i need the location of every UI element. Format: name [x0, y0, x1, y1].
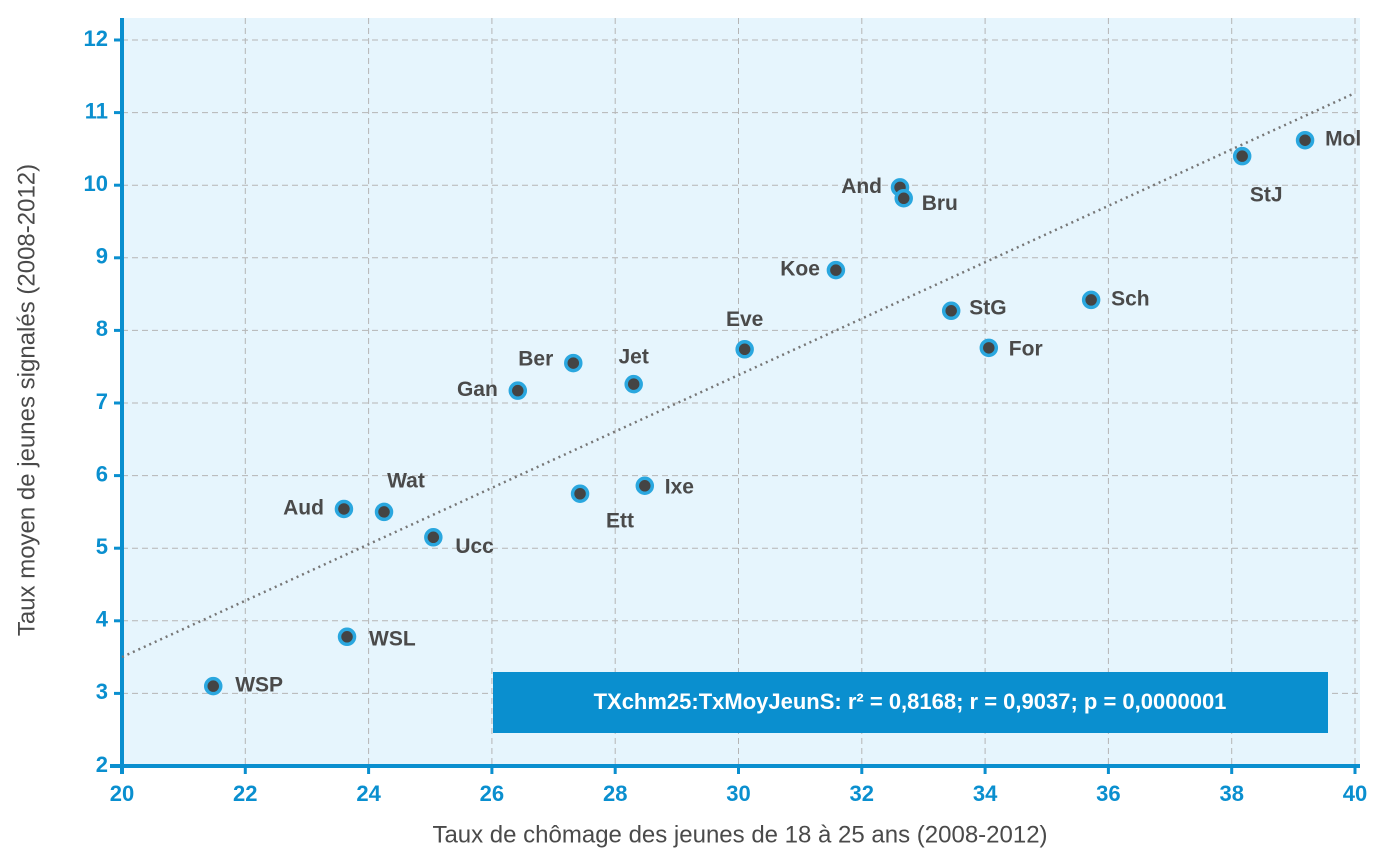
point-label: WSL — [369, 627, 416, 650]
point — [979, 338, 999, 358]
y-tick-label: 4 — [96, 607, 109, 632]
y-tick-label: 9 — [96, 244, 108, 269]
point — [826, 260, 846, 280]
point-label: Mol — [1325, 128, 1361, 151]
point — [1295, 130, 1315, 150]
y-tick-label: 5 — [96, 534, 108, 559]
point — [941, 301, 961, 321]
x-axis-title: Taux de chômage des jeunes de 18 à 25 an… — [432, 821, 1047, 848]
point — [337, 627, 357, 647]
x-tick-label: 22 — [233, 781, 257, 806]
point-label: WSP — [235, 674, 283, 697]
point-label: Koe — [780, 258, 820, 281]
point-label: For — [1009, 337, 1043, 360]
point — [570, 484, 590, 503]
x-tick-label: 24 — [356, 781, 381, 806]
x-tick-label: 32 — [850, 781, 874, 806]
x-tick-label: 20 — [110, 781, 134, 806]
point-label: Wat — [387, 469, 425, 492]
point-label: Ucc — [455, 535, 494, 558]
point — [894, 189, 913, 208]
x-tick-label: 40 — [1343, 781, 1367, 806]
point — [508, 381, 528, 400]
point — [424, 528, 443, 547]
point-label: Ixe — [665, 475, 694, 498]
point-label: Ett — [606, 509, 634, 532]
point — [374, 502, 394, 522]
point — [635, 476, 655, 496]
point-label: Eve — [726, 308, 763, 331]
y-tick-label: 7 — [96, 389, 108, 414]
point — [334, 499, 354, 519]
x-tick-label: 30 — [726, 781, 750, 806]
x-tick-label: 34 — [973, 781, 998, 806]
point — [1081, 290, 1101, 310]
x-tick-label: 36 — [1096, 781, 1120, 806]
point — [735, 340, 754, 359]
point — [1232, 146, 1252, 166]
y-axis-title: Taux moyen de jeunes signalés (2008-2012… — [13, 164, 40, 636]
point-label: And — [841, 175, 882, 198]
point-label: Gan — [457, 378, 498, 401]
point-label: StG — [969, 296, 1006, 319]
point — [624, 374, 643, 394]
y-tick-label: 3 — [96, 679, 108, 704]
y-tick-label: 8 — [96, 316, 108, 341]
point-label: Aud — [283, 497, 324, 520]
trendline — [121, 91, 1356, 659]
y-tick-label: 12 — [84, 26, 108, 51]
y-tick-label: 10 — [84, 171, 108, 196]
point-label: Sch — [1111, 287, 1150, 310]
plot-area — [122, 18, 1360, 766]
point-label: Jet — [619, 346, 649, 369]
y-tick-label: 11 — [85, 98, 108, 123]
annotation-box — [493, 672, 1328, 733]
x-tick-label: 26 — [480, 781, 504, 806]
x-tick-label: 28 — [603, 781, 627, 806]
point-label: StJ — [1250, 184, 1283, 207]
point — [203, 676, 223, 696]
x-tick-label: 38 — [1219, 781, 1243, 806]
point-label: Ber — [518, 348, 553, 371]
point-label: Bru — [922, 192, 958, 215]
y-tick-label: 6 — [96, 461, 108, 486]
annotation: TXchm25:TxMoyJeunS: r² = 0,8168; r = 0,9… — [594, 689, 1227, 714]
y-tick-label: 2 — [96, 752, 108, 777]
point — [564, 353, 583, 373]
